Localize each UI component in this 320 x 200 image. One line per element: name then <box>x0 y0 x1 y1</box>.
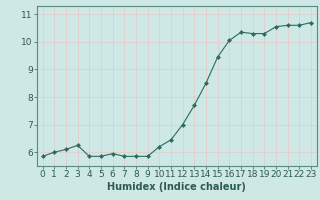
X-axis label: Humidex (Indice chaleur): Humidex (Indice chaleur) <box>108 182 246 192</box>
